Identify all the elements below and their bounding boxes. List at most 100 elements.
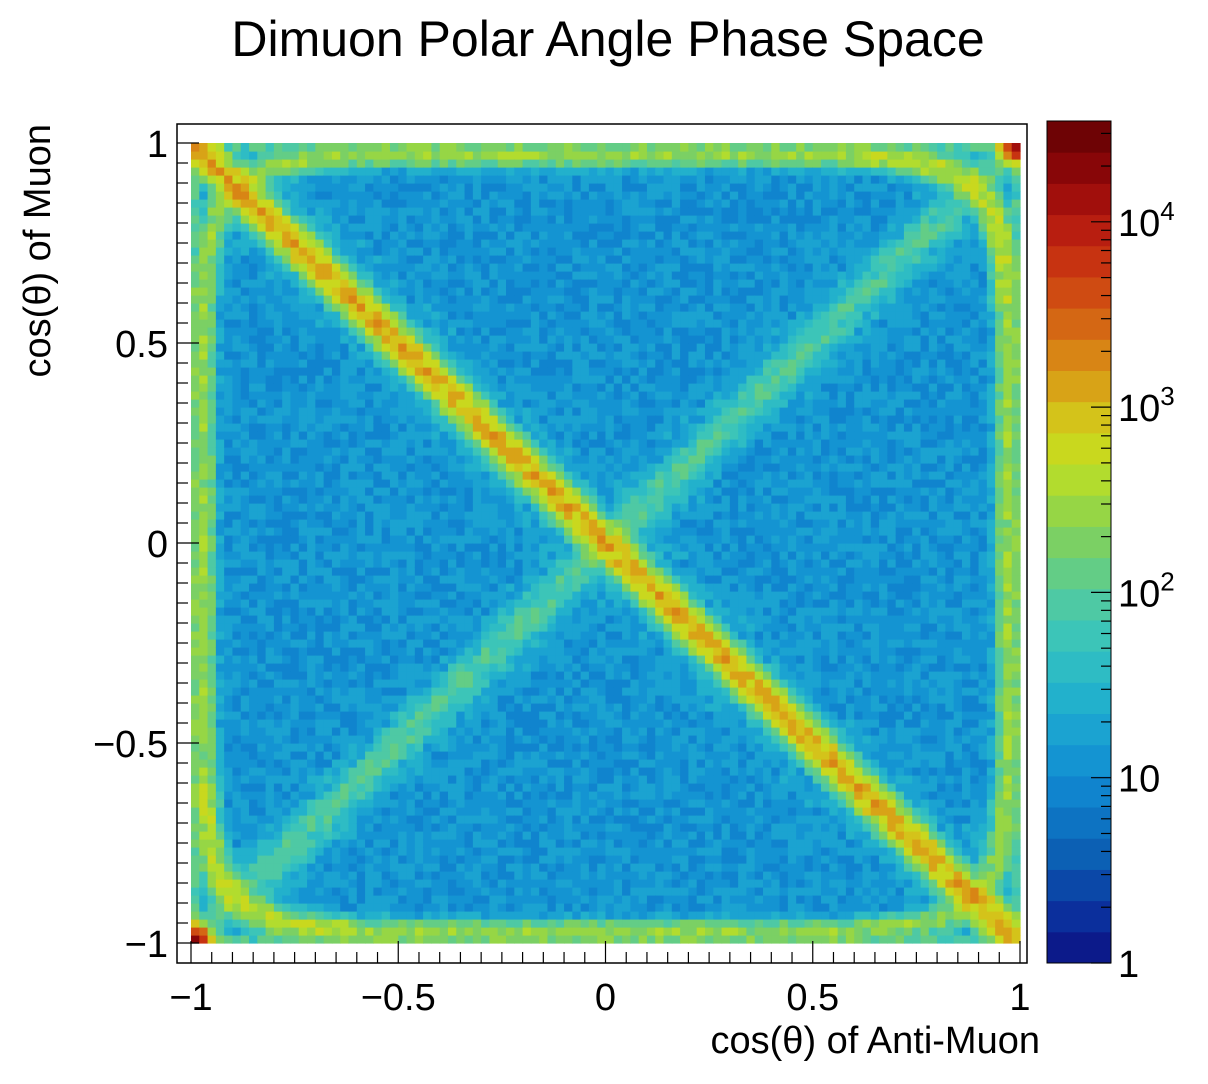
heatmap-cell xyxy=(373,567,383,576)
heatmap-cell xyxy=(323,663,333,672)
heatmap-cell xyxy=(489,191,499,200)
heatmap-cell xyxy=(431,799,441,808)
heatmap-cell xyxy=(472,887,482,896)
heatmap-cell xyxy=(439,239,449,248)
heatmap-cell xyxy=(207,935,217,944)
heatmap-cell xyxy=(331,191,341,200)
heatmap-cell xyxy=(481,143,491,152)
heatmap-cell xyxy=(323,639,333,648)
heatmap-cell xyxy=(356,463,366,472)
heatmap-cell xyxy=(348,527,358,536)
heatmap-cell xyxy=(356,375,366,384)
heatmap-cell xyxy=(447,831,457,840)
heatmap-cell xyxy=(522,191,532,200)
heatmap-cell xyxy=(522,655,532,664)
heatmap-cell xyxy=(447,735,457,744)
heatmap-cell xyxy=(315,935,325,944)
heatmap-cell xyxy=(373,159,383,168)
heatmap-cell xyxy=(298,775,308,784)
heatmap-cell xyxy=(547,743,557,752)
heatmap-cell xyxy=(381,551,391,560)
heatmap-cell xyxy=(290,759,300,768)
heatmap-cell xyxy=(456,831,466,840)
heatmap-cell xyxy=(273,191,283,200)
heatmap-cell xyxy=(514,207,524,216)
heatmap-cell xyxy=(439,575,449,584)
heatmap-cell xyxy=(514,679,524,688)
heatmap-cell xyxy=(290,895,300,904)
heatmap-cell xyxy=(282,335,292,344)
heatmap-cell xyxy=(273,487,283,496)
heatmap-cell xyxy=(257,639,267,648)
heatmap-cell xyxy=(381,511,391,520)
heatmap-cell xyxy=(456,679,466,688)
heatmap-cell xyxy=(522,351,532,360)
heatmap-cell xyxy=(389,567,399,576)
heatmap-cell xyxy=(273,735,283,744)
heatmap-cell xyxy=(249,223,258,232)
heatmap-cell xyxy=(539,623,549,632)
heatmap-cell xyxy=(456,927,466,936)
heatmap-cell xyxy=(547,311,557,320)
heatmap-cell xyxy=(207,239,217,248)
heatmap-cell xyxy=(257,767,267,776)
heatmap-cell xyxy=(539,191,549,200)
heatmap-cell xyxy=(398,527,408,536)
heatmap-cell xyxy=(315,575,325,584)
heatmap-cell xyxy=(323,175,333,184)
heatmap-cell xyxy=(373,847,383,856)
heatmap-cell xyxy=(315,919,325,928)
heatmap-cell xyxy=(282,183,292,192)
heatmap-cell xyxy=(572,223,582,232)
heatmap-cell xyxy=(522,415,532,424)
heatmap-cell xyxy=(348,863,358,872)
heatmap-cell xyxy=(489,551,499,560)
heatmap-cell xyxy=(439,247,449,256)
heatmap-cell xyxy=(315,199,325,208)
heatmap-cell xyxy=(447,303,457,312)
heatmap-cell xyxy=(539,735,549,744)
heatmap-cell xyxy=(481,287,491,296)
heatmap-cell xyxy=(431,423,441,432)
heatmap-cell xyxy=(580,871,590,880)
heatmap-cell xyxy=(456,783,466,792)
heatmap-cell xyxy=(580,359,590,368)
heatmap-cell xyxy=(506,799,515,808)
heatmap-cell xyxy=(522,799,532,808)
heatmap-cell xyxy=(597,855,607,864)
heatmap-cell xyxy=(456,791,466,800)
heatmap-cell xyxy=(414,599,424,608)
heatmap-cell xyxy=(282,255,292,264)
heatmap-cell xyxy=(423,815,433,824)
heatmap-cell xyxy=(348,495,358,504)
heatmap-cell xyxy=(489,319,499,328)
heatmap-cell xyxy=(406,431,416,440)
heatmap-cell xyxy=(340,391,350,400)
heatmap-cell xyxy=(456,175,466,184)
heatmap-cell xyxy=(348,743,358,752)
heatmap-cell xyxy=(564,935,573,944)
heatmap-cell xyxy=(423,759,433,768)
heatmap-cell xyxy=(456,495,466,504)
heatmap-cell xyxy=(224,751,234,760)
heatmap-cell xyxy=(431,263,441,272)
heatmap-cell xyxy=(232,887,242,896)
heatmap-cell xyxy=(389,759,399,768)
heatmap-cell xyxy=(257,815,267,824)
heatmap-cell xyxy=(555,807,565,816)
heatmap-cell xyxy=(199,407,209,416)
heatmap-cell xyxy=(249,407,258,416)
heatmap-cell xyxy=(431,703,441,712)
heatmap-cell xyxy=(215,615,225,624)
heatmap-cell xyxy=(423,367,433,376)
heatmap-cell xyxy=(215,399,225,408)
heatmap-cell xyxy=(323,471,333,480)
heatmap-cell xyxy=(439,223,449,232)
heatmap-cell xyxy=(423,383,433,392)
heatmap-cell xyxy=(506,647,515,656)
heatmap-cell xyxy=(414,431,424,440)
heatmap-cell xyxy=(414,351,424,360)
heatmap-cell xyxy=(381,863,391,872)
heatmap-cell xyxy=(522,719,532,728)
heatmap-cell xyxy=(282,207,292,216)
